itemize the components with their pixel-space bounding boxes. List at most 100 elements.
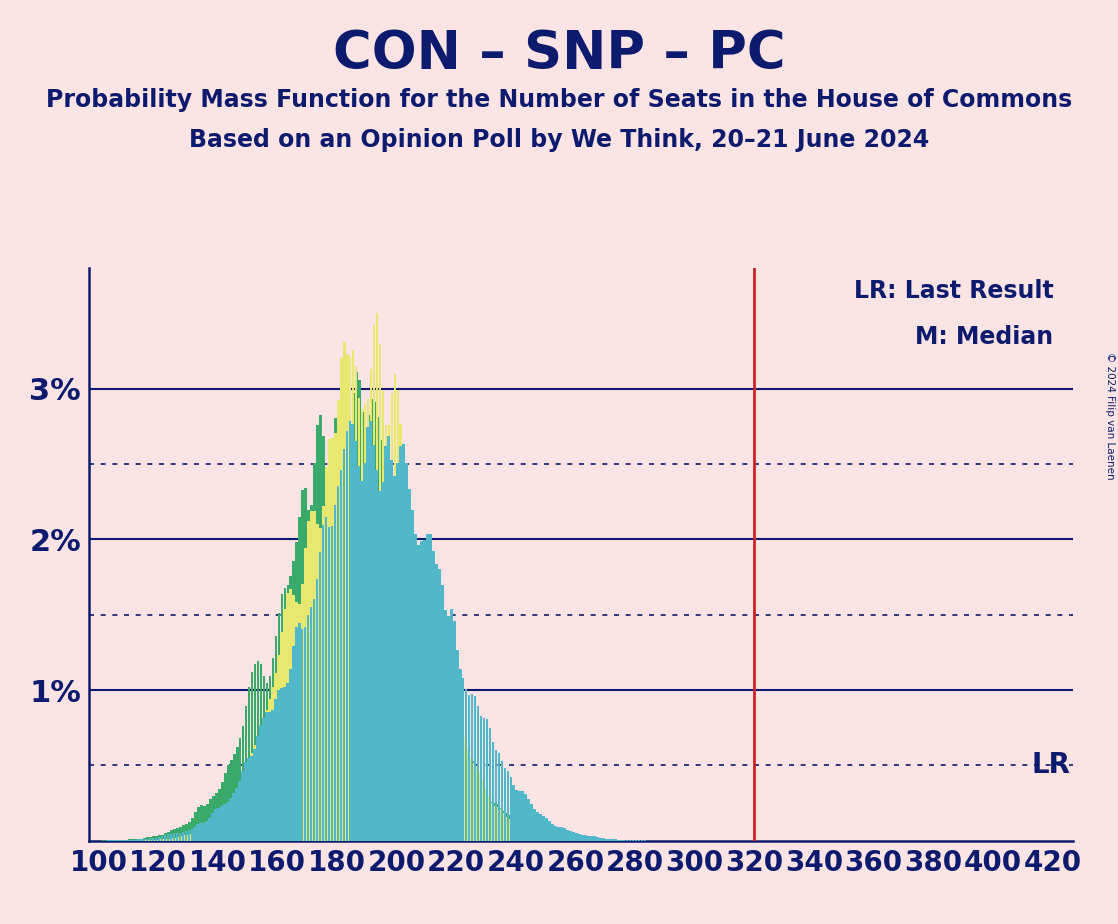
- Bar: [211, 813, 214, 841]
- Bar: [409, 556, 411, 841]
- Bar: [376, 417, 379, 841]
- Bar: [477, 772, 480, 841]
- Bar: [337, 485, 339, 841]
- Bar: [197, 807, 200, 841]
- Bar: [361, 412, 363, 841]
- Bar: [619, 840, 623, 841]
- Bar: [408, 489, 410, 841]
- Bar: [420, 600, 423, 841]
- Bar: [540, 835, 542, 841]
- Bar: [596, 837, 598, 841]
- Bar: [408, 550, 411, 841]
- Bar: [480, 716, 482, 841]
- Bar: [610, 839, 614, 841]
- Bar: [241, 777, 244, 841]
- Bar: [438, 648, 442, 841]
- Bar: [229, 798, 233, 841]
- Bar: [411, 573, 415, 841]
- Bar: [163, 835, 167, 841]
- Bar: [405, 463, 408, 841]
- Bar: [614, 839, 616, 841]
- Bar: [211, 821, 215, 841]
- Bar: [176, 833, 178, 841]
- Bar: [415, 590, 417, 841]
- Bar: [143, 839, 145, 841]
- Bar: [474, 767, 476, 841]
- Bar: [230, 760, 233, 841]
- Bar: [485, 719, 489, 841]
- Bar: [543, 835, 546, 841]
- Bar: [447, 616, 449, 841]
- Bar: [486, 796, 489, 841]
- Bar: [292, 595, 295, 841]
- Bar: [436, 634, 438, 841]
- Bar: [352, 394, 354, 841]
- Bar: [477, 780, 480, 841]
- Bar: [358, 466, 360, 841]
- Bar: [486, 799, 489, 841]
- Bar: [306, 615, 310, 841]
- Bar: [435, 564, 437, 841]
- Bar: [453, 696, 456, 841]
- Bar: [197, 831, 199, 841]
- Bar: [206, 804, 209, 841]
- Bar: [331, 453, 334, 841]
- Bar: [299, 603, 301, 841]
- Bar: [127, 840, 131, 841]
- Bar: [227, 765, 229, 841]
- Bar: [134, 840, 136, 841]
- Bar: [390, 460, 392, 841]
- Bar: [265, 710, 268, 841]
- Bar: [369, 421, 372, 841]
- Bar: [158, 840, 161, 841]
- Bar: [340, 448, 343, 841]
- Bar: [129, 839, 131, 841]
- Bar: [399, 424, 402, 841]
- Bar: [563, 840, 566, 841]
- Bar: [286, 586, 290, 841]
- Bar: [277, 614, 281, 841]
- Bar: [396, 464, 399, 841]
- Bar: [301, 629, 303, 841]
- Bar: [241, 725, 245, 841]
- Bar: [462, 737, 465, 841]
- Bar: [593, 836, 596, 841]
- Text: M: Median: M: Median: [916, 325, 1053, 349]
- Bar: [385, 508, 388, 841]
- Bar: [551, 838, 555, 841]
- Bar: [490, 802, 492, 841]
- Bar: [283, 687, 285, 841]
- Bar: [316, 524, 319, 841]
- Bar: [191, 819, 193, 841]
- Bar: [224, 772, 227, 841]
- Bar: [495, 804, 498, 841]
- Bar: [288, 669, 292, 841]
- Bar: [515, 825, 519, 841]
- Bar: [173, 830, 176, 841]
- Bar: [363, 404, 367, 841]
- Bar: [563, 839, 567, 841]
- Bar: [202, 822, 205, 841]
- Bar: [208, 818, 211, 841]
- Bar: [524, 830, 528, 841]
- Bar: [226, 802, 229, 841]
- Bar: [465, 689, 467, 841]
- Bar: [433, 623, 435, 841]
- Bar: [150, 837, 152, 841]
- Bar: [250, 753, 253, 841]
- Bar: [397, 540, 399, 841]
- Bar: [334, 419, 337, 841]
- Bar: [388, 425, 390, 841]
- Bar: [120, 840, 122, 841]
- Bar: [349, 431, 352, 841]
- Bar: [471, 694, 473, 841]
- Bar: [555, 826, 557, 841]
- Bar: [533, 834, 537, 841]
- Bar: [459, 720, 462, 841]
- Bar: [143, 838, 146, 841]
- Bar: [364, 430, 367, 841]
- Bar: [161, 836, 163, 841]
- Bar: [358, 398, 360, 841]
- Bar: [301, 584, 304, 841]
- Bar: [254, 745, 256, 841]
